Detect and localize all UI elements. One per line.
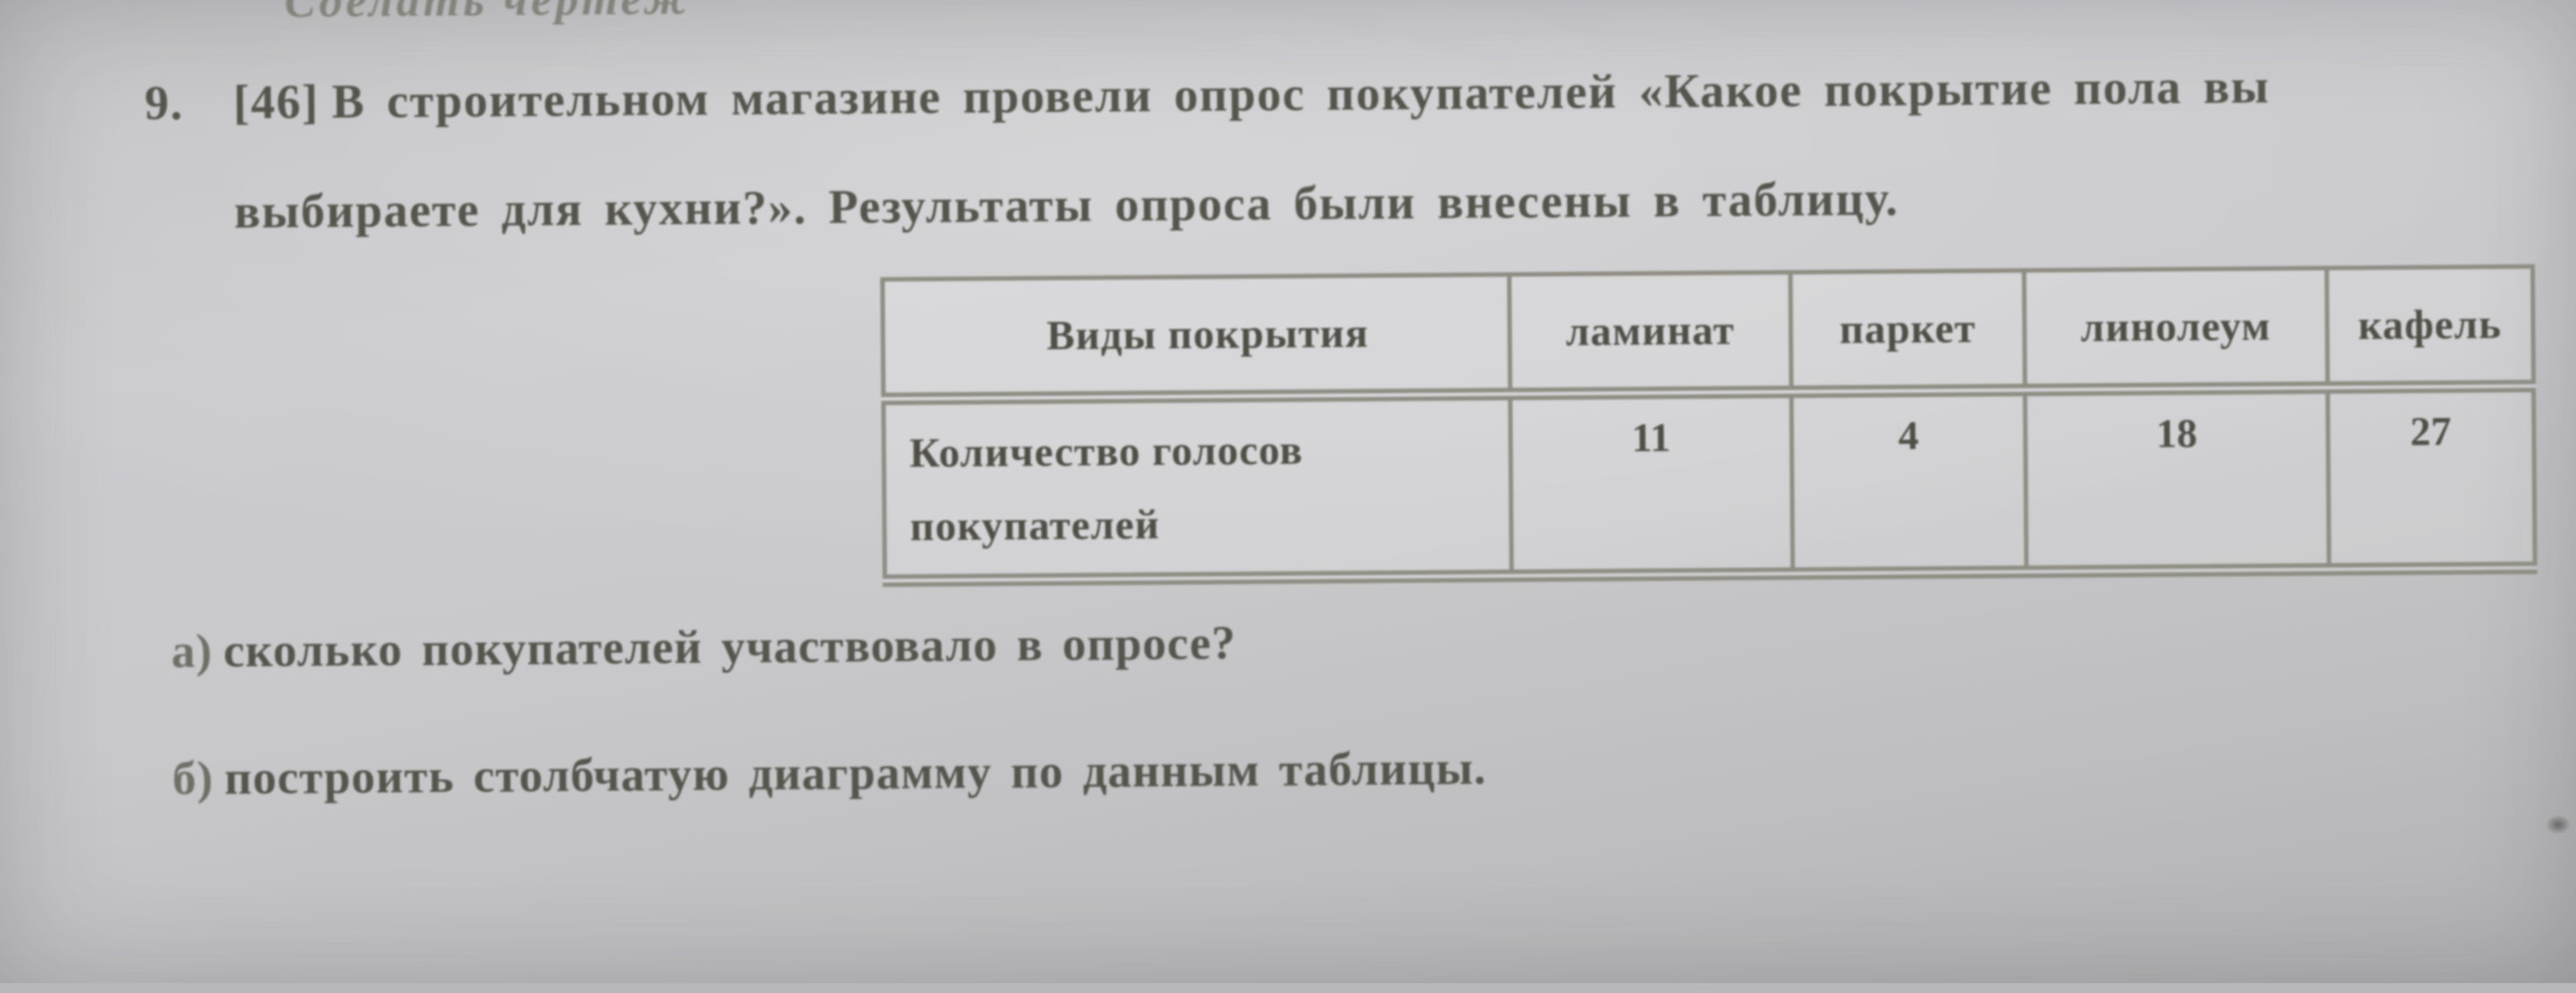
table-value-parquet: 4 bbox=[1791, 390, 2026, 574]
problem-number: 9. bbox=[144, 47, 235, 267]
statement-line-1: [46]В строительном магазине провели опро… bbox=[233, 30, 2491, 157]
table-header-tile: кафель bbox=[2326, 267, 2533, 388]
statement-line-1-text: В строительном магазине провели опрос по… bbox=[331, 59, 2270, 128]
table-header-coating-types: Виды покрытия bbox=[883, 275, 1511, 399]
table-value-linoleum: 18 bbox=[2025, 388, 2329, 572]
table-value-tile: 27 bbox=[2327, 386, 2535, 569]
question-a-label: а) bbox=[171, 625, 213, 677]
question-b: б)построить столбчатую диаграмму по данн… bbox=[172, 741, 1486, 806]
problem-text: [46]В строительном магазине провели опро… bbox=[233, 30, 2492, 266]
question-b-text: построить столбчатую диаграмму по данным… bbox=[224, 742, 1486, 804]
question-b-label: б) bbox=[172, 752, 214, 804]
statement-line-2: выбираете для кухни?». Результаты опроса… bbox=[234, 139, 2492, 266]
question-a: а)сколько покупателей участвовало в опро… bbox=[171, 616, 1237, 678]
question-a-text: сколько покупателей участвовало в опросе… bbox=[223, 617, 1237, 677]
problem-reference: [46] bbox=[233, 74, 319, 129]
table-header-linoleum: линолеум bbox=[2024, 268, 2327, 389]
survey-table: Виды покрытия ламинат паркет линолеум ка… bbox=[880, 264, 2537, 587]
problem-statement: 9. [46]В строительном магазине провели о… bbox=[144, 30, 2492, 267]
table-header-row: Виды покрытия ламинат паркет линолеум ка… bbox=[883, 267, 2534, 399]
table-values-row: Количество голосов покупателей 11 4 18 2… bbox=[884, 386, 2536, 580]
table-header-parquet: паркет bbox=[1790, 270, 2025, 392]
table-value-laminate: 11 bbox=[1511, 392, 1793, 576]
cutoff-handwriting: Сделать чертеж bbox=[284, 0, 691, 29]
table-header-laminate: ламинат bbox=[1510, 272, 1791, 394]
table-row-label: Количество голосов покупателей bbox=[884, 394, 1512, 580]
photo-speck bbox=[2546, 815, 2571, 835]
